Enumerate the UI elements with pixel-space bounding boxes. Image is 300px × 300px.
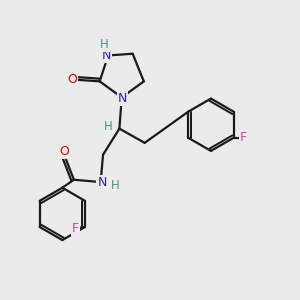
Text: O: O: [59, 145, 69, 158]
Text: F: F: [72, 222, 79, 235]
Text: N: N: [98, 176, 107, 189]
Text: H: H: [100, 38, 109, 51]
Text: F: F: [239, 131, 247, 144]
Text: H: H: [111, 178, 120, 192]
Text: O: O: [68, 74, 77, 86]
Text: H: H: [104, 120, 112, 133]
Text: N: N: [118, 92, 127, 105]
Text: N: N: [102, 49, 111, 62]
